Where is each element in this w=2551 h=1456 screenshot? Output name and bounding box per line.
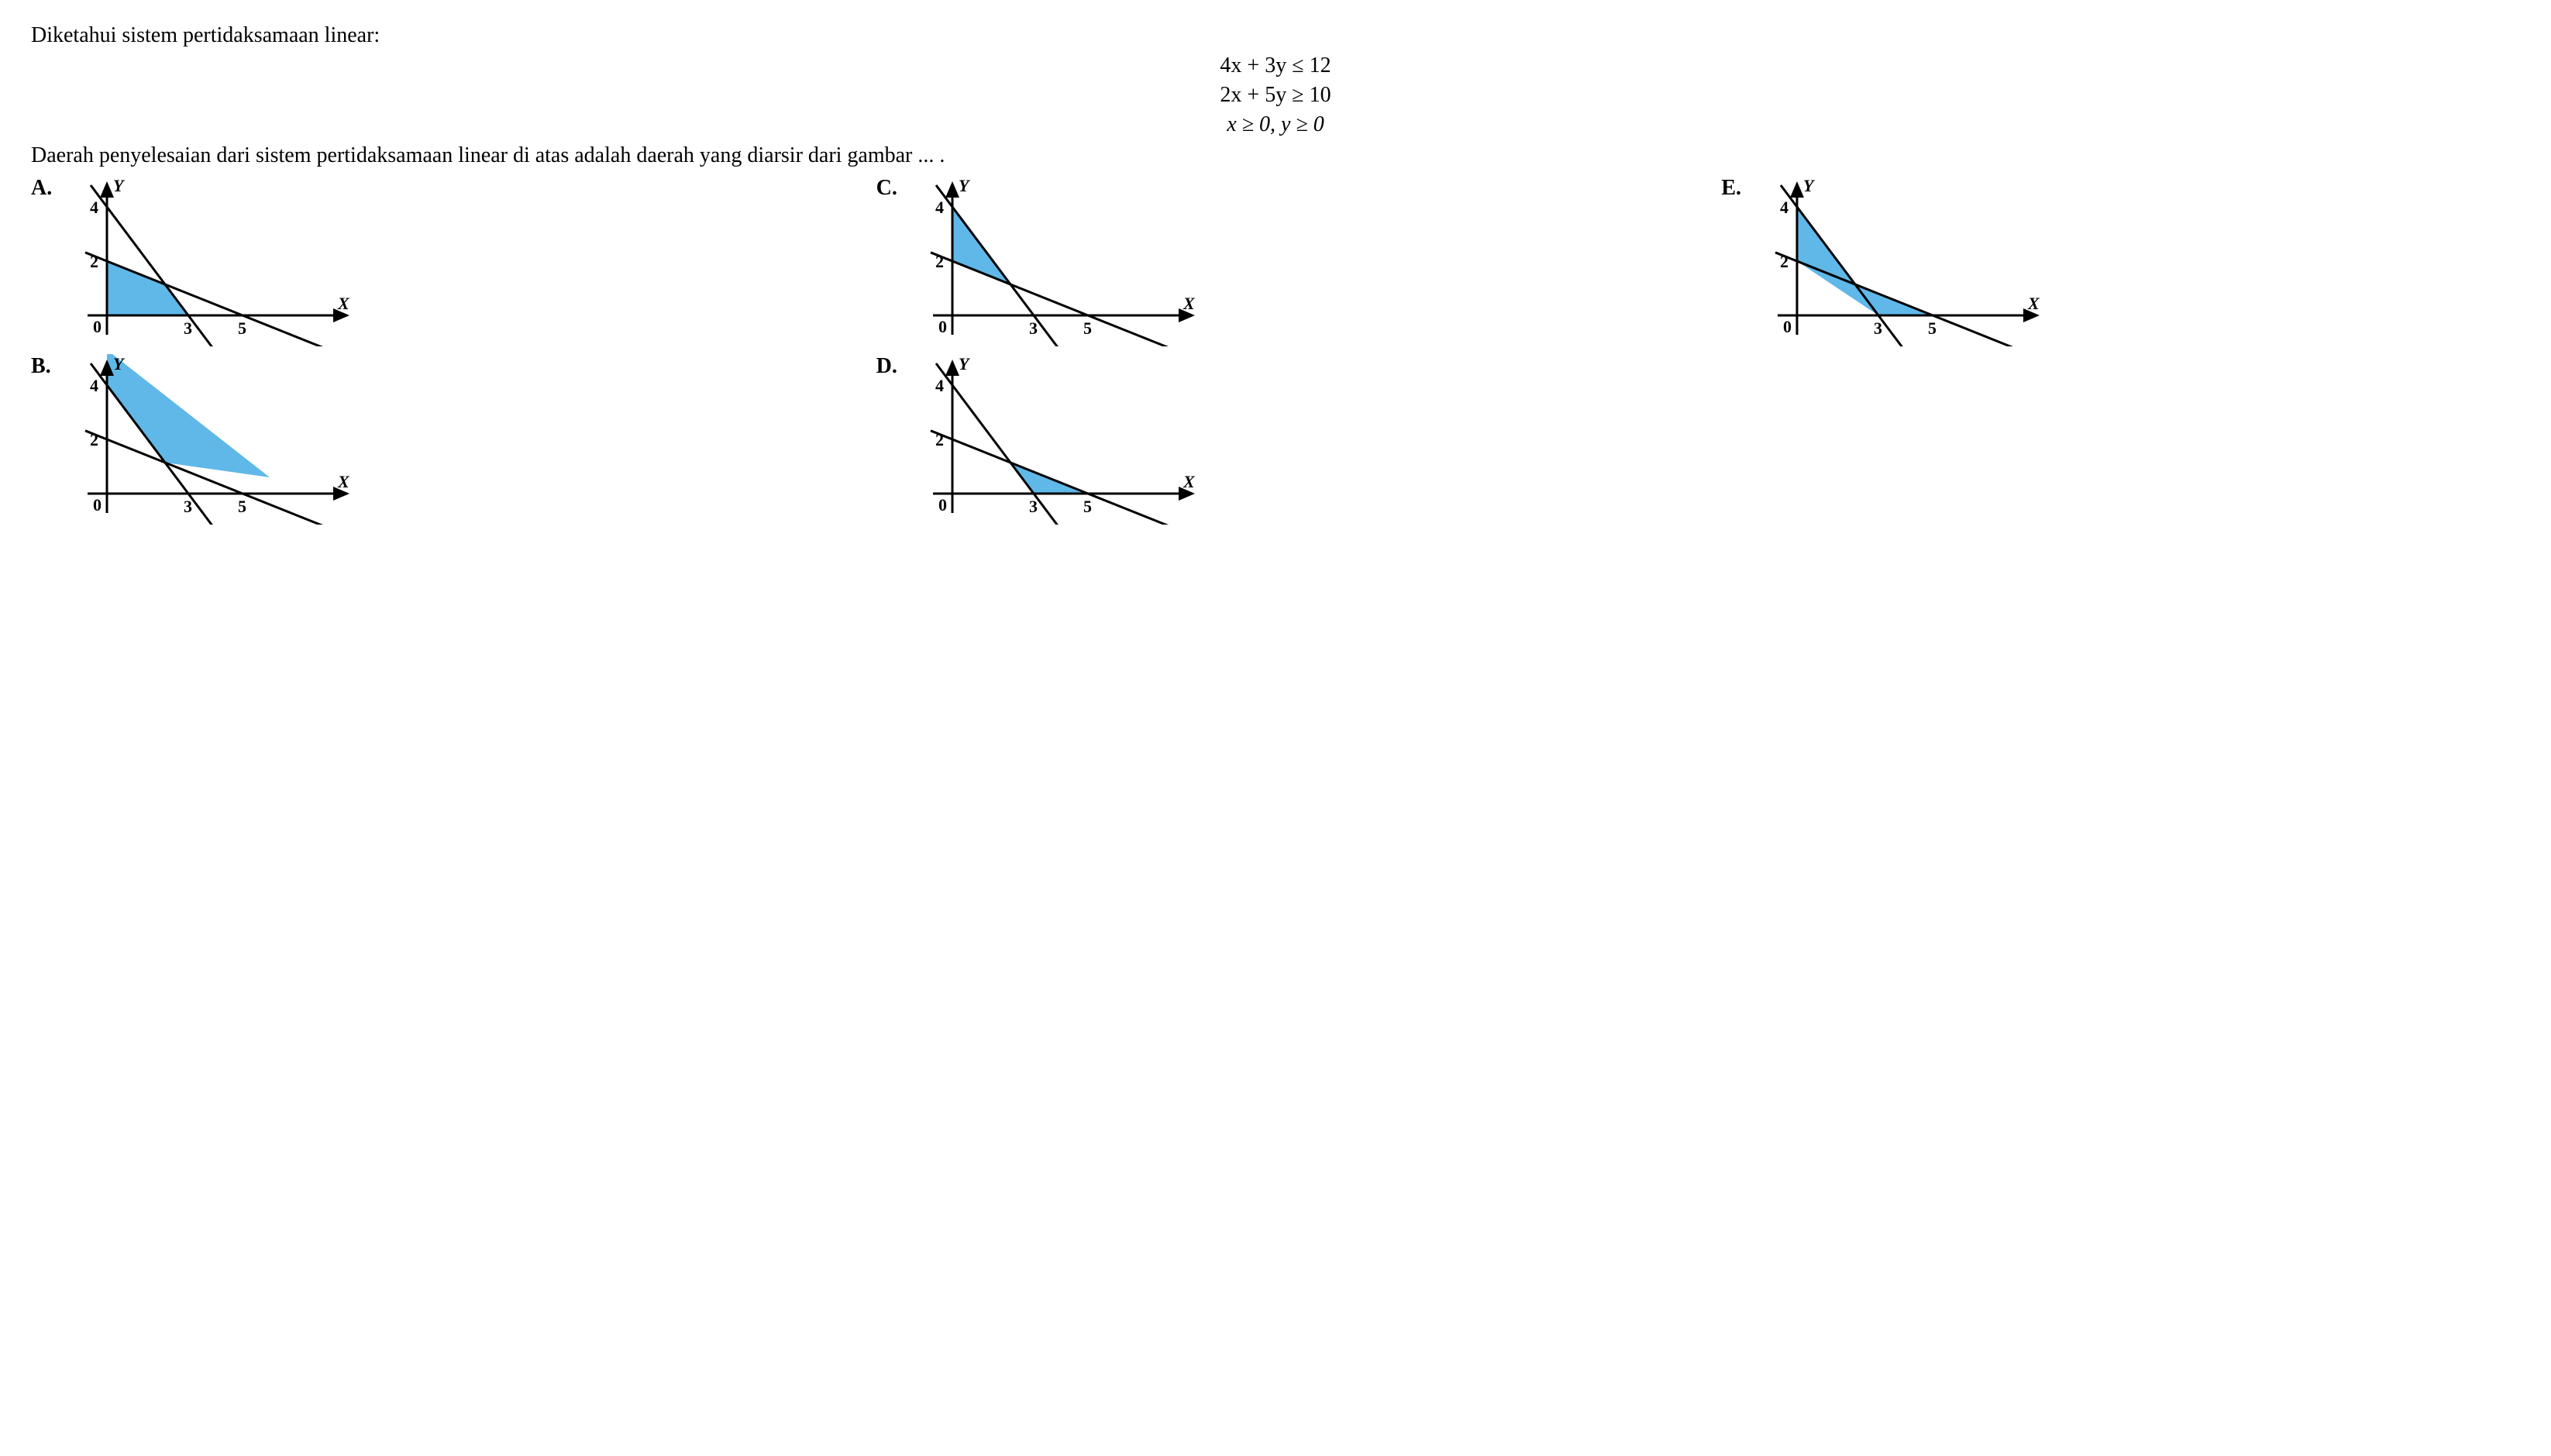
svg-text:2: 2 xyxy=(935,430,944,449)
constraint-3: x ≥ 0, y ≥ 0 xyxy=(31,110,2520,139)
c2-lhs: 2x + 5y xyxy=(1220,83,1286,107)
svg-text:Y: Y xyxy=(1803,176,1816,195)
svg-text:3: 3 xyxy=(184,497,192,516)
svg-text:4: 4 xyxy=(90,376,98,395)
svg-text:4: 4 xyxy=(1780,198,1788,217)
svg-text:2: 2 xyxy=(90,252,98,271)
option-a: A. 0 2 4 3 5 Y X xyxy=(31,176,830,346)
option-b: B. 02435YX xyxy=(31,354,830,525)
problem-intro: Diketahui sistem pertidaksamaan linear: xyxy=(31,23,2520,48)
svg-text:5: 5 xyxy=(1083,497,1092,516)
svg-text:0: 0 xyxy=(938,495,947,515)
svg-text:4: 4 xyxy=(935,198,944,217)
option-a-chart: 0 2 4 3 5 Y X xyxy=(60,176,355,346)
option-a-label: A. xyxy=(31,176,54,201)
svg-text:4: 4 xyxy=(90,198,98,217)
option-d-label: D. xyxy=(876,354,900,379)
options-grid: A. 0 2 4 3 5 Y X C. 0 2 4 3 5 Y X E. 0 2 4 3 5 Y X B. 0 2 4 3… xyxy=(31,176,2520,525)
constraint-1: 4x + 3y ≤ 12 xyxy=(31,51,2520,81)
option-d-chart: 0 2 4 3 5 Y X xyxy=(906,354,1200,525)
svg-text:3: 3 xyxy=(184,318,192,338)
svg-text:2: 2 xyxy=(935,252,944,271)
option-e-chart: 0 2 4 3 5 Y X xyxy=(1751,176,2045,346)
option-b-chart: 02435YX xyxy=(60,354,355,525)
svg-text:5: 5 xyxy=(238,497,246,516)
svg-text:Y: Y xyxy=(959,176,971,195)
svg-text:3: 3 xyxy=(1029,318,1038,338)
svg-text:0: 0 xyxy=(938,317,947,336)
svg-text:0: 0 xyxy=(1783,317,1792,336)
svg-text:3: 3 xyxy=(1029,497,1038,516)
svg-text:5: 5 xyxy=(1083,318,1092,338)
option-e: E. 0 2 4 3 5 Y X xyxy=(1721,176,2520,346)
c2-op: ≥ xyxy=(1292,83,1303,107)
svg-text:Y: Y xyxy=(113,176,126,195)
svg-text:X: X xyxy=(1183,294,1196,313)
option-d: D. 0 2 4 3 5 Y X xyxy=(876,354,1675,525)
svg-text:5: 5 xyxy=(1928,318,1936,338)
option-e-label: E. xyxy=(1721,176,1744,201)
svg-text:X: X xyxy=(337,294,350,313)
svg-text:X: X xyxy=(1183,472,1196,491)
svg-text:2: 2 xyxy=(1780,252,1788,271)
c1-rhs: 12 xyxy=(1310,53,1331,77)
svg-text:4: 4 xyxy=(935,376,944,395)
option-c-label: C. xyxy=(876,176,900,201)
svg-text:2: 2 xyxy=(90,430,98,449)
constraint-2: 2x + 5y ≥ 10 xyxy=(31,81,2520,110)
svg-text:5: 5 xyxy=(238,318,246,338)
option-c-chart: 0 2 4 3 5 Y X xyxy=(906,176,1200,346)
option-b-label: B. xyxy=(31,354,54,379)
option-c: C. 0 2 4 3 5 Y X xyxy=(876,176,1675,346)
c1-op: ≤ xyxy=(1292,53,1303,77)
svg-text:X: X xyxy=(337,472,350,491)
constraints-block: 4x + 3y ≤ 12 2x + 5y ≥ 10 x ≥ 0, y ≥ 0 xyxy=(31,51,2520,139)
c1-lhs: 4x + 3y xyxy=(1220,53,1286,77)
svg-text:0: 0 xyxy=(93,317,102,336)
svg-text:0: 0 xyxy=(93,495,102,515)
question-text: Daerah penyelesaian dari sistem pertidak… xyxy=(31,143,2520,168)
svg-text:X: X xyxy=(2027,294,2040,313)
c2-rhs: 10 xyxy=(1310,83,1331,107)
svg-text:Y: Y xyxy=(959,354,971,373)
svg-text:3: 3 xyxy=(1874,318,1882,338)
